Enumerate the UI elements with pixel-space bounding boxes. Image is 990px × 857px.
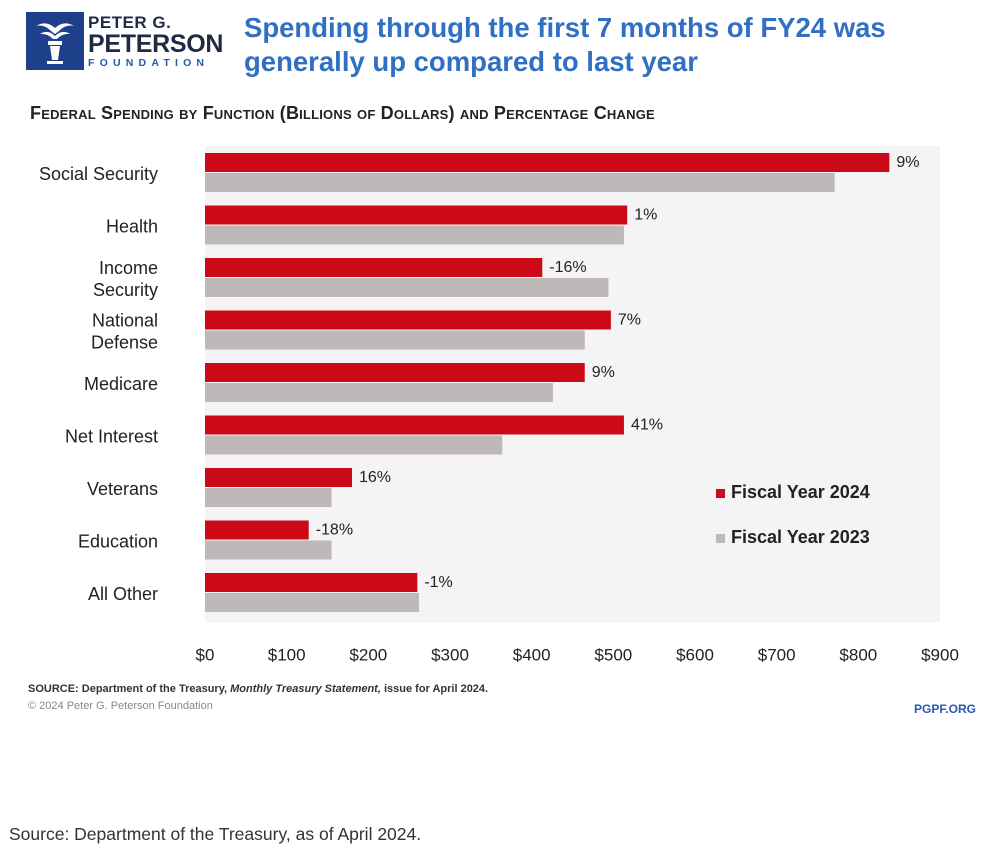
x-tick-label: $400 [513,646,551,665]
pgpf-logo: PETER G. PETERSON FOUNDATION [26,12,223,70]
bar-fy2023 [205,225,624,245]
pct-change-label: -18% [316,522,353,539]
pct-change-label: 1% [634,207,657,224]
bar-fy2024 [205,415,624,435]
bar-fy2024 [205,205,628,225]
page-source-note: Source: Department of the Treasury, as o… [9,824,422,844]
bar-fy2024 [205,573,418,592]
legend-label: Fiscal Year 2024 [731,482,870,502]
pct-change-label: 41% [631,417,663,434]
pct-change-label: 16% [359,469,391,486]
pct-change-label: 9% [592,364,615,381]
category-label: All Other [88,584,158,604]
logo-text-line3: FOUNDATION [88,57,210,69]
x-tick-label: $600 [676,646,714,665]
pct-change-label: 7% [618,312,641,329]
x-tick-label: $900 [921,646,959,665]
category-label: Medicare [84,374,158,394]
x-tick-label: $0 [196,646,215,665]
category-label: Education [78,532,158,552]
bar-fy2023 [205,435,503,455]
source-suffix: issue for April 2024. [383,683,489,695]
x-tick-label: $300 [431,646,469,665]
bar-fy2023 [205,593,419,612]
bar-fy2024 [205,363,585,382]
legend-swatch [716,489,725,498]
source-prefix: SOURCE: Department of the Treasury, [28,683,228,695]
chart-subtitle: Federal Spending by Function (Billions o… [30,103,655,123]
x-tick-label: $500 [594,646,632,665]
pct-change-label: -1% [424,574,452,591]
category-label: Defense [91,333,158,353]
bar-fy2024 [205,153,890,172]
source-publication: Monthly Treasury Statement, [230,683,381,695]
x-tick-label: $100 [268,646,306,665]
legend-label: Fiscal Year 2023 [731,527,870,547]
bar-fy2024 [205,520,309,540]
bar-fy2023 [205,540,332,560]
category-label: Net Interest [65,427,158,447]
bar-fy2024 [205,258,543,277]
pct-change-label: -16% [549,259,586,276]
bar-fy2023 [205,383,553,402]
logo-text-line2: PETERSON [88,30,224,58]
logo-text-line1: PETER G. [88,13,172,32]
x-tick-label: $800 [839,646,877,665]
copyright: © 2024 Peter G. Peterson Foundation [28,700,213,712]
chart-source: SOURCE: Department of the Treasury, Mont… [28,683,488,695]
category-label: Veterans [87,479,158,499]
bar-fy2024 [205,310,611,330]
category-label: Health [106,217,158,237]
category-label: Income [99,258,158,278]
torch-icon [26,12,84,70]
bar-fy2024 [205,468,352,487]
bar-fy2023 [205,330,585,350]
x-tick-label: $200 [349,646,387,665]
bar-fy2023 [205,173,835,192]
x-tick-label: $700 [758,646,796,665]
site-link[interactable]: PGPF.ORG [913,702,976,716]
category-label: Social Security [39,164,158,184]
category-label: National [92,311,158,331]
pct-change-label: 9% [896,154,919,171]
bar-fy2023 [205,488,332,507]
chart-headline: Spending through the first 7 months of F… [244,12,886,77]
legend-swatch [716,534,725,543]
category-label: Security [93,280,158,300]
bar-fy2023 [205,278,609,297]
